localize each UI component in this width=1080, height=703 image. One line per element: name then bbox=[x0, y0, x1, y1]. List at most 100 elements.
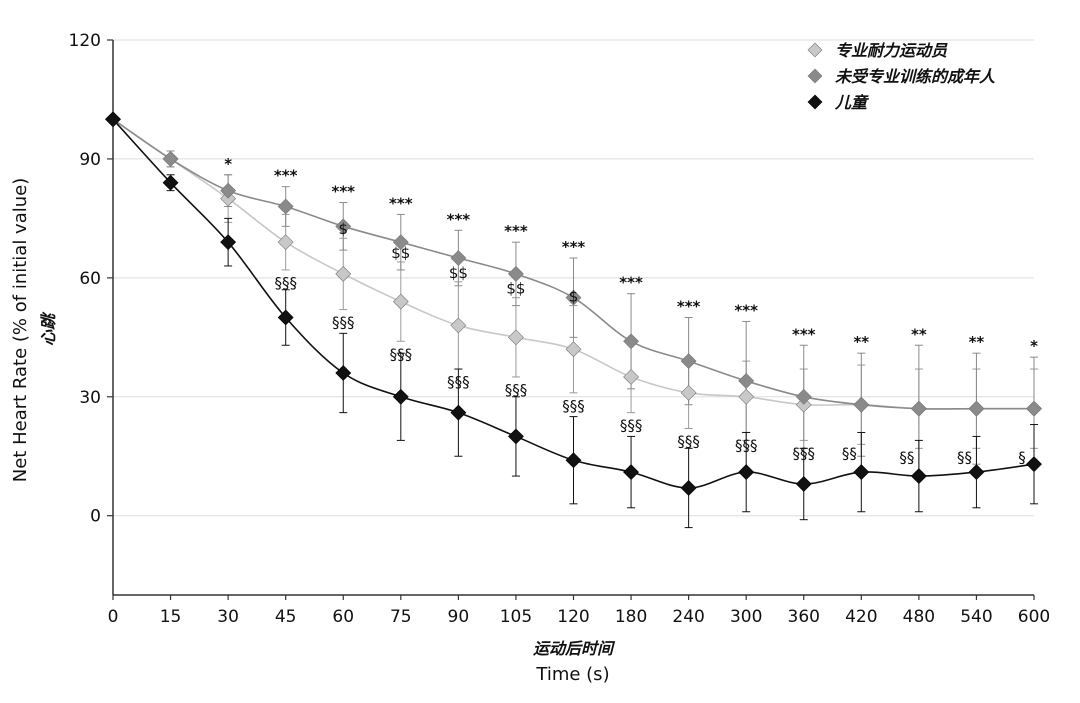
significance-section: §§§ bbox=[793, 444, 816, 462]
significance-dollar: $$ bbox=[391, 244, 410, 262]
data-point-diamond bbox=[508, 428, 524, 445]
x-tick-label: 75 bbox=[390, 607, 412, 627]
data-point-diamond bbox=[795, 476, 812, 492]
x-axis-title: Time (s) bbox=[535, 664, 609, 685]
data-point-diamond bbox=[392, 234, 409, 251]
y-axis-title: Net Heart Rate (% of initial value) bbox=[10, 178, 31, 482]
significance-dollar: $ bbox=[569, 288, 579, 306]
significance-stars: *** bbox=[447, 210, 471, 228]
data-point-diamond bbox=[623, 369, 639, 385]
significance-section: §§§ bbox=[390, 345, 413, 363]
data-point-diamond bbox=[335, 365, 352, 381]
data-point-diamond bbox=[565, 289, 582, 306]
data-point-diamond bbox=[508, 265, 524, 282]
significance-stars: * bbox=[224, 155, 232, 173]
significance-stars: *** bbox=[619, 274, 643, 292]
legend-label: 专业耐力运动员 bbox=[835, 41, 948, 60]
significance-section: §§§ bbox=[274, 274, 297, 292]
data-point-diamond bbox=[853, 396, 870, 413]
x-tick-label: 240 bbox=[672, 607, 704, 627]
data-point-diamond bbox=[220, 182, 237, 199]
x-tick-label: 540 bbox=[960, 607, 992, 627]
data-point-diamond bbox=[910, 400, 927, 417]
legend-label: 未受专业训练的成年人 bbox=[835, 67, 996, 86]
data-point-diamond bbox=[565, 452, 582, 469]
significance-dollar: $$ bbox=[506, 280, 525, 298]
y-tick-label: 60 bbox=[79, 269, 101, 289]
significance-section: §§§ bbox=[562, 397, 585, 415]
significance-section: §§§ bbox=[505, 381, 528, 399]
significance-stars: *** bbox=[792, 325, 816, 343]
significance-stars: ** bbox=[969, 333, 985, 351]
x-tick-label: 90 bbox=[448, 607, 470, 627]
y-tick-label: 30 bbox=[79, 388, 101, 408]
data-point-diamond bbox=[968, 400, 985, 417]
significance-section: §§§ bbox=[735, 436, 758, 454]
y-tick-label: 120 bbox=[69, 31, 101, 51]
x-tick-label: 420 bbox=[845, 607, 877, 627]
data-point-diamond bbox=[392, 293, 409, 310]
significance-stars: *** bbox=[734, 301, 758, 319]
significance-stars: *** bbox=[274, 167, 298, 185]
data-point-diamond bbox=[508, 329, 524, 346]
data-point-diamond bbox=[680, 353, 697, 370]
error-bar-layer bbox=[166, 150, 1038, 529]
annotation-layer: ************************* ****** ** ** ** *$$… bbox=[224, 155, 1038, 467]
significance-section: §§ bbox=[899, 448, 914, 466]
x-tick-label: 45 bbox=[275, 607, 297, 627]
y-tick-label: 0 bbox=[90, 507, 101, 527]
data-point-diamond bbox=[853, 464, 870, 481]
x-tick-label: 300 bbox=[730, 607, 762, 627]
x-tick-label: 480 bbox=[903, 607, 935, 627]
significance-stars: ** bbox=[853, 333, 869, 351]
significance-section: § bbox=[1018, 448, 1026, 466]
data-point-diamond bbox=[450, 250, 467, 266]
legend-label: 儿童 bbox=[834, 93, 870, 112]
data-point-diamond bbox=[738, 388, 755, 405]
data-point-diamond bbox=[680, 480, 697, 496]
data-point-diamond bbox=[1026, 456, 1042, 473]
x-tick-label: 180 bbox=[615, 607, 647, 627]
data-point-diamond bbox=[162, 174, 179, 191]
x-tick-label: 15 bbox=[160, 607, 182, 627]
significance-stars: *** bbox=[677, 298, 701, 316]
data-point-diamond bbox=[968, 464, 985, 481]
x-tick-label: 0 bbox=[108, 607, 119, 627]
x-tick-label: 600 bbox=[1018, 607, 1050, 627]
significance-stars: *** bbox=[389, 194, 413, 212]
significance-dollar: $ bbox=[338, 220, 348, 238]
data-point-diamond bbox=[738, 464, 755, 481]
data-point-diamond bbox=[105, 111, 121, 128]
data-point-diamond bbox=[450, 404, 467, 421]
significance-stars: *** bbox=[504, 222, 528, 240]
data-point-diamond bbox=[623, 464, 639, 481]
x-tick-label: 30 bbox=[217, 607, 239, 627]
x-tick-label: 120 bbox=[557, 607, 589, 627]
data-point-diamond bbox=[795, 388, 812, 405]
data-point-diamond bbox=[565, 341, 582, 358]
x-tick-label: 360 bbox=[788, 607, 820, 627]
data-point-diamond bbox=[910, 468, 927, 484]
significance-section: §§ bbox=[957, 448, 972, 466]
data-point-diamond bbox=[220, 190, 237, 207]
significance-stars: *** bbox=[331, 183, 355, 201]
x-tick-label: 105 bbox=[500, 607, 532, 627]
significance-stars: * bbox=[1030, 337, 1038, 355]
significance-section: §§§ bbox=[677, 433, 700, 451]
significance-stars: *** bbox=[562, 238, 586, 256]
data-point-diamond bbox=[162, 151, 179, 167]
data-point-diamond bbox=[1026, 400, 1042, 417]
significance-section: §§§ bbox=[620, 417, 643, 435]
y-tick-label: 90 bbox=[79, 150, 101, 170]
data-point-diamond bbox=[795, 396, 812, 413]
marker-layer bbox=[105, 111, 1042, 496]
significance-section: §§§ bbox=[447, 373, 470, 391]
data-point-diamond bbox=[220, 234, 237, 251]
trend-curve-series-2 bbox=[112, 118, 1035, 489]
significance-stars: ** bbox=[911, 325, 927, 343]
data-point-diamond bbox=[335, 265, 352, 282]
data-point-diamond bbox=[277, 234, 294, 251]
significance-dollar: $$ bbox=[449, 264, 468, 282]
